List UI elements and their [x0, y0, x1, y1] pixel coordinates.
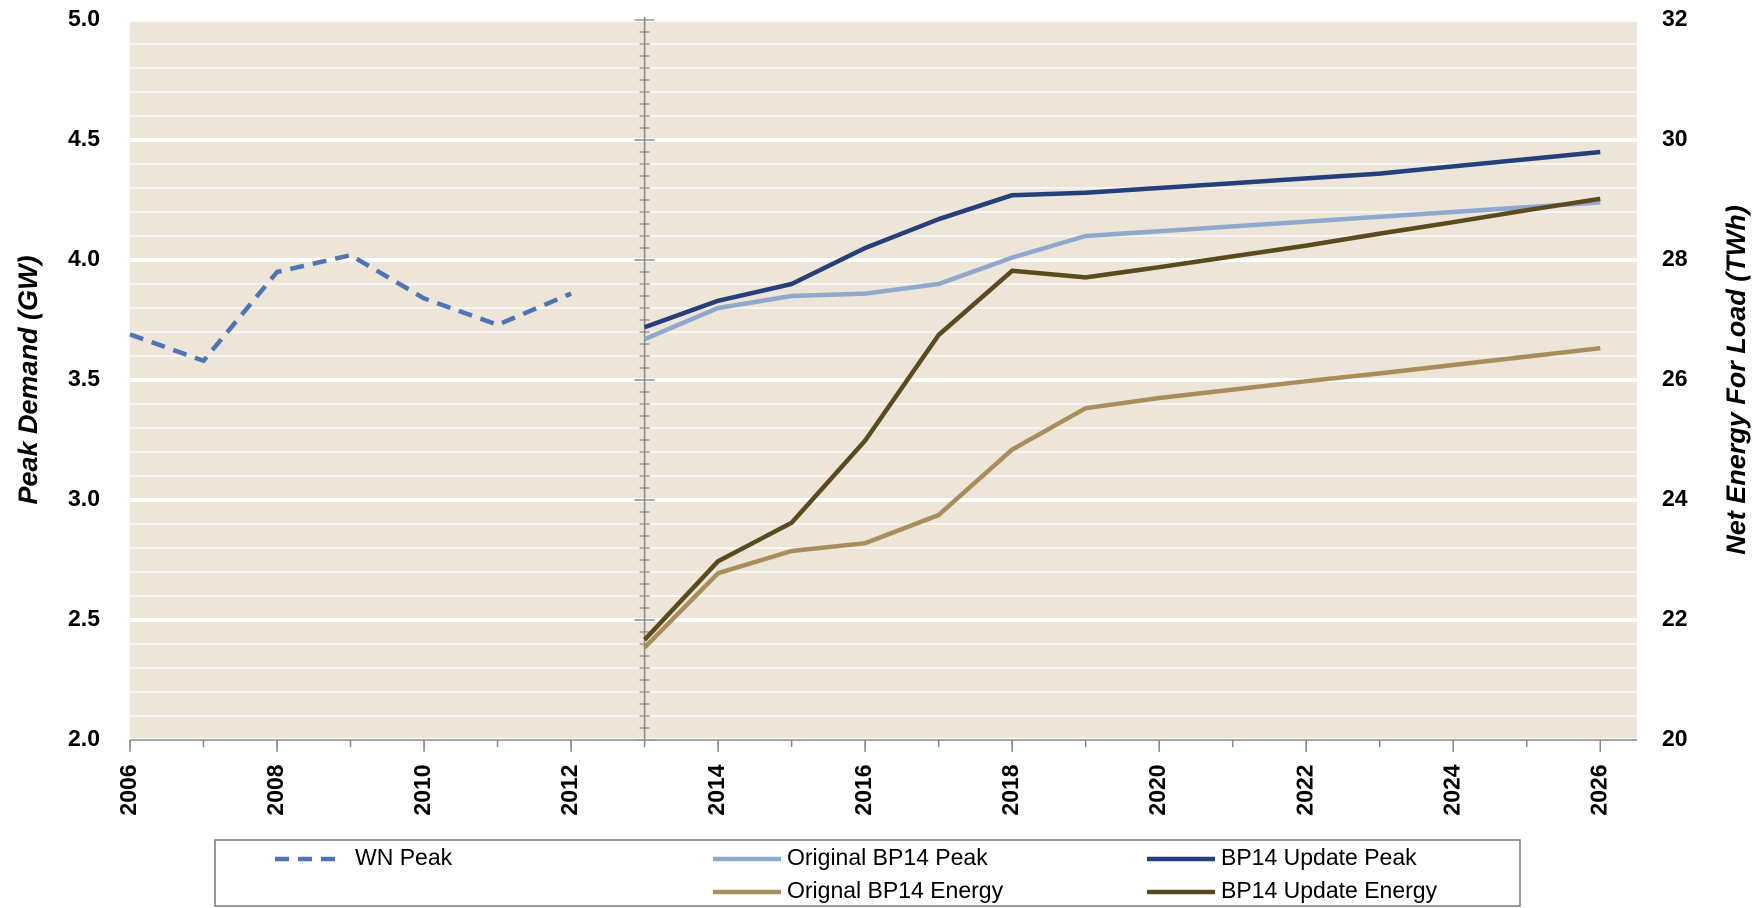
x-tick-label: 2020 [1144, 764, 1170, 815]
x-tick-label: 2024 [1438, 764, 1464, 815]
series-line [642, 196, 1601, 642]
legend-label: Orignal BP14 Energy [787, 877, 1004, 903]
y-tick-label: 3.0 [68, 485, 100, 511]
series-line [642, 345, 1601, 650]
legend-label: BP14 Update Peak [1221, 844, 1417, 870]
y2-tick-label: 20 [1662, 725, 1688, 751]
legend-label: WN Peak [355, 844, 453, 870]
y2-tick-label: 24 [1662, 485, 1688, 511]
y2-axis-title: Net Energy For Load (TWh) [1721, 205, 1751, 554]
x-tick-label: 2022 [1291, 764, 1317, 815]
x-tick-label: 2006 [115, 764, 141, 815]
y-tick-label: 4.0 [68, 245, 100, 271]
x-tick-label: 2010 [409, 764, 435, 815]
x-tick-label: 2016 [850, 764, 876, 815]
y2-tick-label: 30 [1662, 125, 1688, 151]
y2-tick-label: 22 [1662, 605, 1688, 631]
legend-label: BP14 Update Energy [1221, 877, 1438, 903]
y-tick-label: 3.5 [68, 365, 100, 391]
x-tick-label: 2026 [1585, 764, 1611, 815]
y-tick-label: 4.5 [68, 125, 100, 151]
y2-tick-label: 32 [1662, 5, 1688, 31]
series-line [129, 252, 572, 364]
y-tick-label: 5.0 [68, 5, 100, 31]
x-tick-label: 2008 [262, 764, 288, 815]
legend-label: Original BP14 Peak [787, 844, 988, 870]
legend-box [214, 839, 1521, 907]
y2-tick-label: 28 [1662, 245, 1688, 271]
x-tick-label: 2018 [997, 764, 1023, 815]
y2-tick-label: 26 [1662, 365, 1688, 391]
series-line [643, 200, 1601, 342]
y-tick-label: 2.5 [68, 605, 100, 631]
x-tick-label: 2014 [703, 764, 729, 815]
series-line [643, 149, 1601, 330]
x-tick-label: 2012 [556, 764, 582, 815]
y-tick-label: 2.0 [68, 725, 100, 751]
y-axis-title: Peak Demand (GW) [13, 255, 43, 504]
